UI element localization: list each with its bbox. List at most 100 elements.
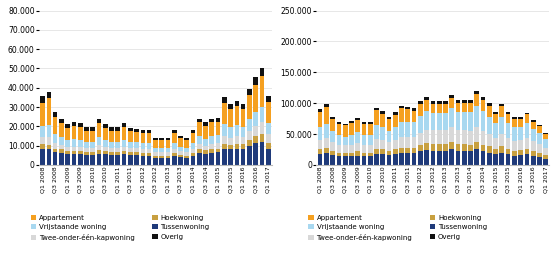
Bar [235, 125, 239, 136]
Bar [84, 148, 89, 152]
Bar [65, 147, 70, 151]
Bar [512, 117, 517, 119]
Bar [191, 130, 195, 133]
Bar [355, 151, 360, 156]
Bar [222, 144, 226, 148]
Bar [450, 107, 454, 127]
Bar [266, 143, 270, 148]
Bar [172, 156, 176, 165]
Bar [47, 137, 51, 145]
Bar [178, 151, 183, 155]
Bar [462, 151, 467, 165]
Bar [172, 143, 176, 148]
Bar [97, 119, 102, 123]
Bar [355, 118, 360, 120]
Bar [228, 127, 233, 138]
Bar [318, 154, 322, 165]
Bar [216, 122, 220, 135]
Legend: Appartement, Vrijstaande woning, Twee-onder-één-kapwoning, Hoekwoning, Tussenwon: Appartement, Vrijstaande woning, Twee-on… [308, 215, 487, 241]
Bar [203, 123, 208, 126]
Bar [109, 142, 114, 148]
Bar [197, 119, 201, 122]
Bar [203, 154, 208, 165]
Bar [343, 156, 347, 165]
Bar [518, 155, 523, 165]
Bar [349, 145, 354, 153]
Bar [500, 146, 504, 153]
Bar [437, 144, 442, 151]
Bar [228, 138, 233, 145]
Bar [266, 148, 270, 165]
Bar [72, 123, 76, 126]
Bar [406, 136, 410, 148]
Bar [412, 136, 416, 148]
Bar [512, 156, 517, 165]
Bar [41, 144, 45, 148]
Bar [203, 146, 208, 151]
Bar [115, 127, 120, 131]
Bar [122, 147, 127, 151]
Bar [493, 138, 498, 149]
Bar [266, 123, 270, 134]
Bar [122, 127, 127, 140]
Bar [172, 133, 176, 143]
Bar [78, 127, 83, 140]
Bar [222, 103, 226, 124]
Bar [487, 106, 492, 117]
Bar [399, 136, 404, 148]
Bar [159, 140, 164, 148]
Bar [209, 122, 214, 136]
Bar [343, 126, 347, 136]
Bar [235, 148, 239, 165]
Bar [468, 113, 473, 131]
Bar [450, 95, 454, 98]
Bar [393, 155, 397, 165]
Bar [393, 149, 397, 155]
Bar [487, 117, 492, 134]
Bar [47, 125, 51, 137]
Bar [253, 77, 258, 85]
Bar [500, 134, 504, 146]
Bar [97, 123, 102, 137]
Bar [531, 151, 536, 156]
Bar [456, 130, 460, 144]
Bar [412, 111, 416, 122]
Bar [380, 155, 385, 165]
Bar [159, 138, 164, 140]
Bar [209, 149, 214, 153]
Bar [59, 145, 64, 149]
Bar [487, 134, 492, 146]
Bar [531, 156, 536, 165]
Bar [399, 122, 404, 136]
Bar [462, 144, 467, 151]
Bar [103, 128, 108, 140]
Bar [260, 123, 264, 134]
Bar [228, 104, 233, 109]
Bar [418, 105, 423, 115]
Bar [165, 148, 170, 152]
Bar [374, 154, 379, 165]
Bar [481, 144, 486, 151]
Bar [330, 155, 335, 165]
Bar [418, 151, 423, 165]
Bar [543, 155, 548, 159]
Bar [53, 148, 58, 152]
Bar [209, 136, 214, 144]
Bar [336, 122, 341, 124]
Bar [537, 126, 542, 133]
Bar [387, 155, 391, 165]
Bar [134, 132, 139, 142]
Bar [147, 133, 152, 143]
Bar [197, 144, 201, 149]
Bar [134, 148, 139, 152]
Bar [222, 97, 226, 103]
Bar [543, 148, 548, 155]
Bar [97, 145, 102, 151]
Bar [172, 153, 176, 156]
Bar [153, 148, 158, 152]
Bar [500, 117, 504, 134]
Bar [380, 127, 385, 140]
Bar [462, 100, 467, 103]
Bar [140, 153, 145, 156]
Bar [493, 123, 498, 138]
